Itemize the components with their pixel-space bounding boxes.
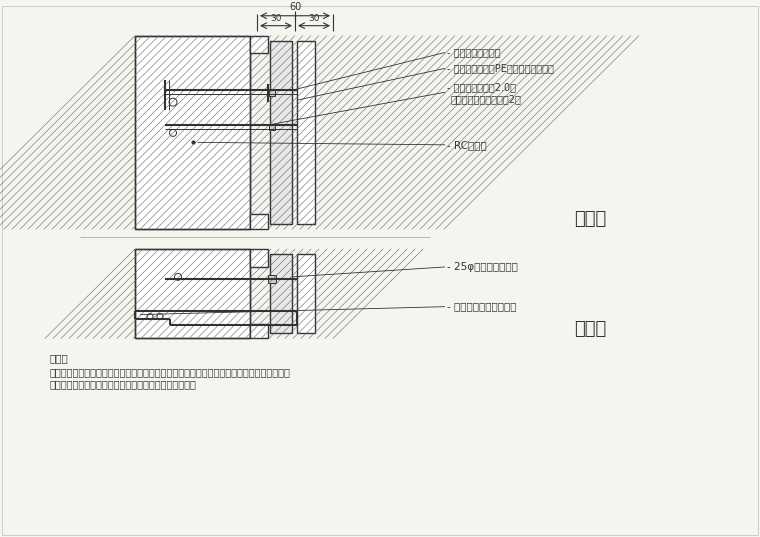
Bar <box>297 41 315 224</box>
Text: - 填缝剂依缝发泡PE棒衬底（聚硫胶）: - 填缝剂依缝发泡PE棒衬底（聚硫胶） <box>447 63 554 74</box>
Bar <box>135 249 250 338</box>
Polygon shape <box>250 249 268 267</box>
Circle shape <box>157 314 163 320</box>
Circle shape <box>169 129 176 136</box>
Circle shape <box>175 273 182 280</box>
Bar <box>269 125 275 130</box>
Bar <box>135 35 250 229</box>
Text: 膨胀螺栓固定每片石板2尺: 膨胀螺栓固定每片石板2尺 <box>451 94 522 104</box>
Text: 平剖面: 平剖面 <box>574 320 606 337</box>
Polygon shape <box>250 35 268 54</box>
Bar <box>268 275 276 283</box>
Text: 承商於石材施作前，应依石材分割尺寸配置镀锌钢架（防扩处理），并提送结构分析，经甲方: 承商於石材施作前，应依石材分割尺寸配置镀锌钢架（防扩处理），并提送结构分析，经甲… <box>50 367 291 377</box>
Text: 审查後方得施作，其费用已含於标单项目，不另行计价。: 审查後方得施作，其费用已含於标单项目，不另行计价。 <box>50 379 197 389</box>
Text: 30: 30 <box>309 14 320 23</box>
Bar <box>135 35 250 229</box>
Text: - RC或红砖: - RC或红砖 <box>447 140 486 150</box>
Bar <box>269 90 275 96</box>
Text: 30: 30 <box>271 14 282 23</box>
Text: - 镀锌钢质螺丝锁闸: - 镀锌钢质螺丝锁闸 <box>447 47 501 57</box>
Polygon shape <box>250 323 268 338</box>
Circle shape <box>147 314 153 320</box>
Circle shape <box>169 98 177 106</box>
Text: - 不锈钢固定片详立剖面: - 不锈钢固定片详立剖面 <box>447 302 517 311</box>
Bar <box>135 249 250 338</box>
Text: 60: 60 <box>289 2 301 12</box>
Bar <box>297 254 315 333</box>
Text: - 不锈钢固定片厚2.0㎜: - 不锈钢固定片厚2.0㎜ <box>447 82 516 92</box>
Bar <box>270 41 292 224</box>
Bar <box>270 254 292 333</box>
Text: - 25φ不锈钢水平扣件: - 25φ不锈钢水平扣件 <box>447 262 518 272</box>
Text: 说明：: 说明： <box>50 353 68 364</box>
Text: 立剖面: 立剖面 <box>574 211 606 228</box>
Polygon shape <box>250 214 268 229</box>
